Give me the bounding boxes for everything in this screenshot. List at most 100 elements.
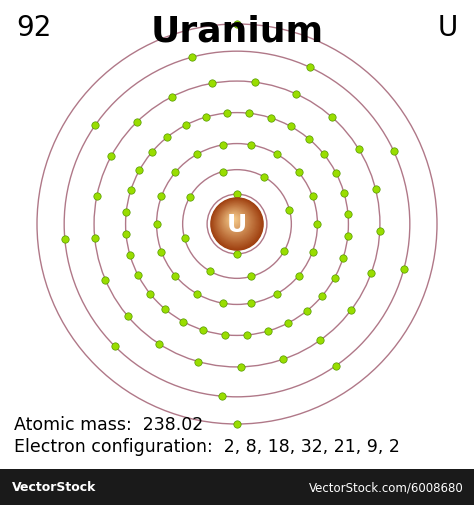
Circle shape xyxy=(216,204,256,243)
Circle shape xyxy=(222,209,248,235)
Point xyxy=(295,169,302,177)
Point xyxy=(127,187,135,195)
Point xyxy=(306,64,314,72)
Point xyxy=(146,290,154,298)
Point xyxy=(347,307,355,315)
Point xyxy=(221,331,228,339)
Point xyxy=(61,235,69,243)
Circle shape xyxy=(215,202,258,245)
Point xyxy=(305,135,312,143)
Circle shape xyxy=(223,210,247,234)
Bar xyxy=(0,469,474,505)
Point xyxy=(309,193,316,201)
Circle shape xyxy=(227,213,242,229)
Point xyxy=(153,221,160,229)
Text: U: U xyxy=(438,14,458,42)
Point xyxy=(194,358,202,366)
Point xyxy=(101,276,109,284)
Point xyxy=(219,141,227,149)
Text: 92: 92 xyxy=(16,14,51,42)
Point xyxy=(247,273,255,281)
Point xyxy=(317,336,324,344)
Point xyxy=(91,235,99,243)
Point xyxy=(344,233,352,241)
Circle shape xyxy=(221,208,249,236)
Point xyxy=(158,248,165,256)
Point xyxy=(182,122,189,130)
Point xyxy=(181,234,188,242)
Point xyxy=(292,90,300,98)
Point xyxy=(189,54,196,62)
Circle shape xyxy=(223,210,246,233)
Point xyxy=(218,392,226,400)
Point xyxy=(233,21,241,29)
Point xyxy=(91,122,99,130)
Point xyxy=(108,153,115,161)
Point xyxy=(303,307,310,315)
Point xyxy=(247,299,255,308)
Point xyxy=(400,265,408,273)
Point xyxy=(172,169,179,177)
Circle shape xyxy=(212,199,262,249)
Circle shape xyxy=(219,206,253,240)
Circle shape xyxy=(217,204,255,242)
Point xyxy=(200,327,207,335)
Circle shape xyxy=(212,200,261,248)
Point xyxy=(93,192,100,200)
Circle shape xyxy=(218,205,254,241)
Circle shape xyxy=(226,213,243,230)
Point xyxy=(172,272,179,280)
Point xyxy=(314,221,321,229)
Point xyxy=(224,110,231,118)
Point xyxy=(260,174,268,182)
Point xyxy=(309,248,316,256)
Text: VectorStock.com/6008680: VectorStock.com/6008680 xyxy=(309,481,464,493)
Point xyxy=(332,169,339,177)
Circle shape xyxy=(232,219,234,220)
Point xyxy=(209,80,216,88)
Circle shape xyxy=(228,215,240,227)
Circle shape xyxy=(224,211,245,232)
Point xyxy=(264,327,272,335)
Point xyxy=(168,93,175,102)
Point xyxy=(193,151,201,159)
Circle shape xyxy=(211,198,263,250)
Point xyxy=(237,363,245,371)
Point xyxy=(219,299,227,308)
Point xyxy=(372,185,379,193)
Point xyxy=(164,134,171,142)
Circle shape xyxy=(220,208,250,237)
Point xyxy=(367,269,375,277)
Point xyxy=(162,306,169,314)
Point xyxy=(279,356,286,364)
Point xyxy=(390,147,397,156)
Text: Uranium: Uranium xyxy=(150,14,324,48)
Text: Atomic mass:  238.02: Atomic mass: 238.02 xyxy=(14,415,203,433)
Point xyxy=(328,114,336,122)
Circle shape xyxy=(229,216,238,225)
Point xyxy=(339,254,347,262)
Point xyxy=(344,211,352,219)
Point xyxy=(233,250,241,259)
Point xyxy=(319,292,326,300)
Point xyxy=(233,420,241,428)
Point xyxy=(136,167,143,175)
Point xyxy=(355,146,363,154)
Point xyxy=(126,251,134,260)
Point xyxy=(158,193,165,201)
Circle shape xyxy=(228,215,239,226)
Circle shape xyxy=(214,201,259,246)
Point xyxy=(122,209,130,217)
Point xyxy=(295,272,302,280)
Circle shape xyxy=(227,214,241,228)
Point xyxy=(122,230,130,238)
Text: VectorStock: VectorStock xyxy=(12,481,96,493)
Point xyxy=(376,228,383,236)
Point xyxy=(331,274,338,282)
Point xyxy=(133,118,141,126)
Point xyxy=(124,312,131,320)
Point xyxy=(286,207,293,215)
Text: Electron configuration:  2, 8, 18, 32, 21, 9, 2: Electron configuration: 2, 8, 18, 32, 21… xyxy=(14,437,400,455)
Point xyxy=(206,268,214,276)
Circle shape xyxy=(219,206,252,239)
